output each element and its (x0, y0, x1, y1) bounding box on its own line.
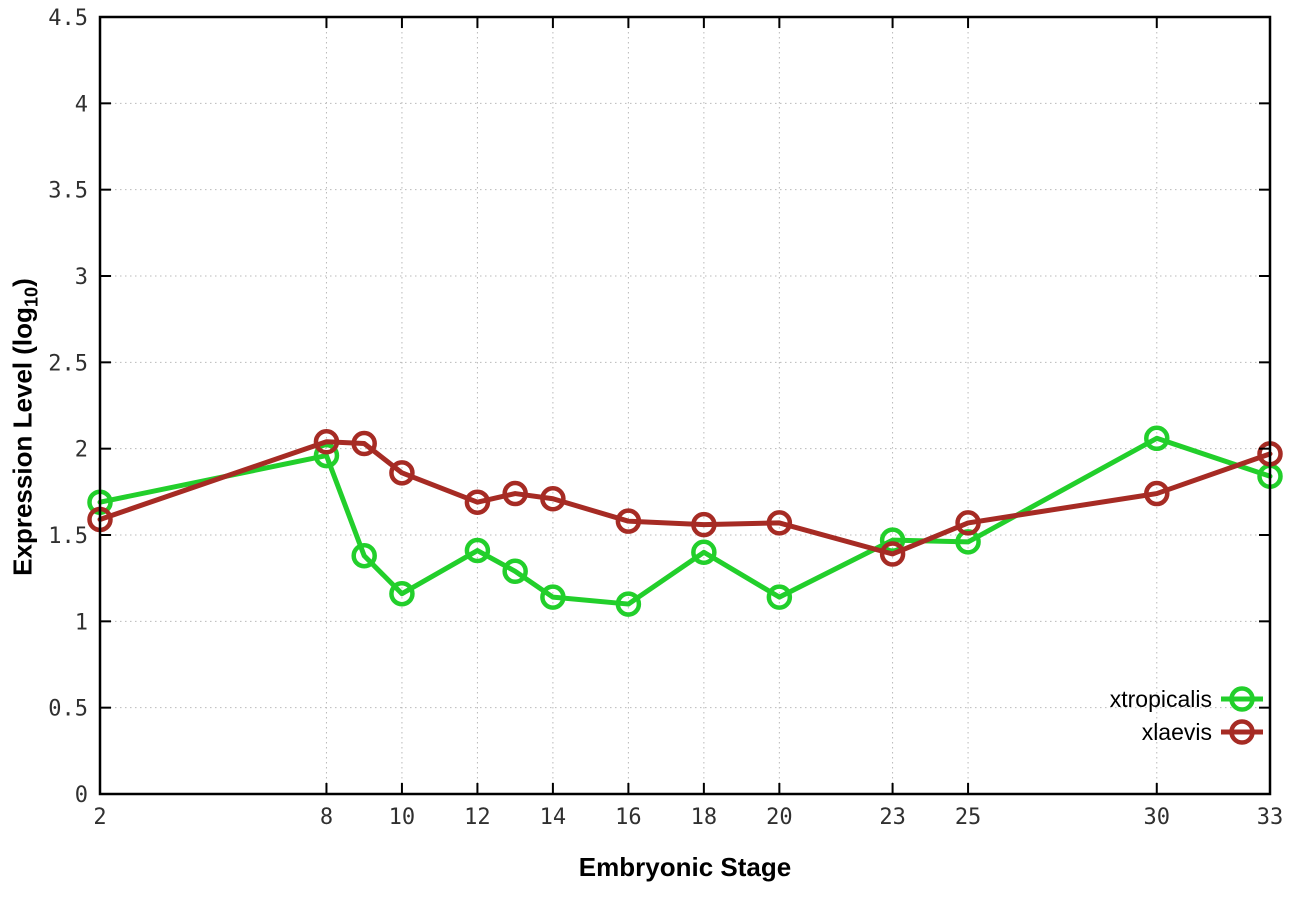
y-tick-label: 2 (75, 438, 88, 463)
data-point-xlaevis (313, 429, 340, 455)
data-point-xtropicalis (1144, 425, 1170, 452)
data-point-xlaevis (615, 508, 642, 534)
data-point-xlaevis (879, 541, 906, 567)
data-point-xtropicalis (691, 539, 717, 566)
plot-border (98, 15, 1272, 796)
x-tick-label: 16 (615, 805, 642, 830)
data-point-xlaevis (691, 511, 717, 538)
x-tick-label: 23 (879, 805, 906, 830)
data-point-xtropicalis (502, 558, 528, 585)
y-tick-label: 1.5 (48, 524, 88, 549)
data-point-xtropicalis (766, 584, 793, 610)
x-axis-title: Embryonic Stage (578, 852, 792, 882)
x-tick-label: 25 (955, 805, 982, 830)
tick-layer (99, 16, 1271, 795)
legend-sample-marker-xtropicalis (1229, 686, 1255, 712)
legend-label-xtropicalis: xtropicalis (1110, 686, 1212, 712)
y-axis-title-subscript: 10 (21, 286, 42, 308)
data-point-xtropicalis (879, 527, 906, 553)
x-tick-label: 12 (464, 805, 491, 830)
data-point-xlaevis (351, 430, 377, 457)
data-point-xlaevis (464, 489, 491, 515)
data-point-xlaevis (1144, 480, 1170, 507)
y-tick-label: 4.5 (48, 6, 88, 31)
y-tick-label: 2.5 (48, 351, 88, 376)
x-tick-label: 18 (691, 805, 718, 830)
legend: xtropicalis xlaevis (1110, 686, 1263, 745)
legend-sample-marker-xlaevis (1229, 719, 1255, 745)
y-tick-label: 1 (75, 610, 88, 635)
series-line-xlaevis (97, 439, 1273, 557)
data-point-xlaevis (389, 460, 415, 486)
data-point-xtropicalis (351, 542, 377, 569)
data-point-xtropicalis (615, 591, 642, 617)
grid-layer (99, 16, 1271, 795)
y-tick-label: 3 (75, 265, 88, 290)
y-tick-label: 0 (75, 783, 88, 808)
x-tick-label: 33 (1257, 805, 1284, 830)
y-tick-label: 4 (75, 92, 88, 117)
data-point-xlaevis (955, 510, 981, 536)
data-point-xtropicalis (464, 537, 491, 564)
data-point-xtropicalis (389, 580, 415, 607)
x-tick-label: 14 (540, 805, 567, 830)
series-line-xtropicalis (97, 435, 1273, 607)
x-tick-label: 30 (1144, 805, 1171, 830)
tick-label-layer: 2 8 10 12 14 16 18 20 23 25 30 33 0 0.5 1 1.5 2 2.5 3 3.5 4 4… (48, 6, 1283, 830)
y-tick-label: 3.5 (48, 179, 88, 204)
y-axis-title-close: ) (7, 278, 38, 287)
y-tick-label: 0.5 (48, 697, 88, 722)
y-axis-title: Expression Level (log10) (7, 278, 42, 576)
x-tick-label: 10 (389, 805, 416, 830)
x-tick-label: 8 (320, 805, 333, 830)
x-tick-label: 20 (766, 805, 793, 830)
data-point-xtropicalis (540, 584, 566, 610)
data-point-xtropicalis (313, 442, 340, 469)
data-point-xlaevis (766, 510, 793, 536)
y-axis-title-text: Expression Level (log (7, 307, 38, 576)
data-point-xlaevis (502, 480, 528, 507)
series-layer (87, 425, 1283, 617)
x-tick-label: 2 (93, 805, 106, 830)
legend-label-xlaevis: xlaevis (1142, 719, 1212, 745)
data-point-xlaevis (540, 485, 566, 512)
